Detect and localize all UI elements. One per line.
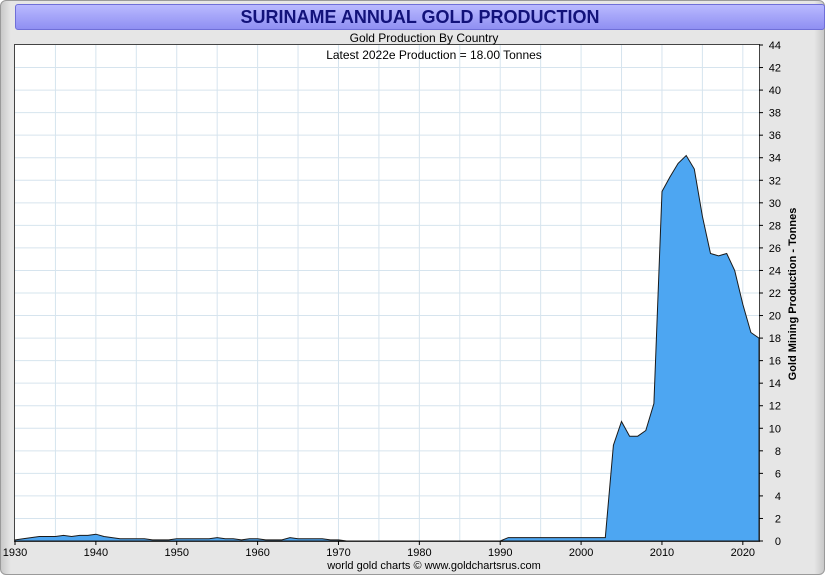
title-bar: SURINAME ANNUAL GOLD PRODUCTION: [15, 4, 825, 30]
chart-subtitle: Gold Production By Country: [350, 31, 499, 45]
x-tick-label: 2020: [731, 547, 755, 559]
y-tick-label: 40: [769, 85, 781, 97]
x-tick-label: 2000: [569, 547, 593, 559]
x-tick-label: 1960: [245, 547, 269, 559]
gridlines: [15, 45, 759, 541]
y-tick-label: 4: [775, 491, 781, 503]
y-tick-label: 12: [769, 401, 781, 413]
y-tick-label: 30: [769, 198, 781, 210]
x-tick-label: 1970: [326, 547, 350, 559]
y-tick-label: 16: [769, 356, 781, 368]
x-axis-ticks: 1930 1940 1950 1960 1970 1980 1990 2000 2010 2020: [3, 541, 755, 559]
y-tick-label: 24: [769, 265, 781, 277]
y-tick-label: 44: [769, 40, 781, 52]
y-tick-label: 42: [769, 63, 781, 75]
y-tick-label: 28: [769, 220, 781, 232]
y-tick-label: 34: [769, 153, 781, 165]
x-tick-label: 1990: [488, 547, 512, 559]
x-tick-label: 2010: [650, 547, 674, 559]
y-tick-label: 22: [769, 288, 781, 300]
y-tick-label: 32: [769, 175, 781, 187]
y-tick-label: 18: [769, 333, 781, 345]
y-tick-label: 8: [775, 446, 781, 458]
production-area: [14, 154, 760, 542]
y-tick-label: 26: [769, 243, 781, 255]
y-tick-label: 6: [775, 468, 781, 480]
x-tick-label: 1930: [3, 547, 27, 559]
latest-production-note: Latest 2022e Production = 18.00 Tonnes: [326, 48, 542, 62]
footer-credit: world gold charts © www.goldchartsrus.co…: [326, 560, 541, 572]
y-tick-label: 14: [769, 378, 781, 390]
chart-title: SURINAME ANNUAL GOLD PRODUCTION: [240, 7, 600, 27]
y-tick-label: 20: [769, 311, 781, 323]
y-tick-label: 0: [775, 536, 781, 548]
x-tick-label: 1980: [407, 547, 431, 559]
y-tick-label: 38: [769, 108, 781, 120]
y-tick-label: 36: [769, 130, 781, 142]
y-tick-label: 10: [769, 423, 781, 435]
x-tick-label: 1940: [84, 547, 108, 559]
y-axis-ticks: 0246810121416182022242628303234363840424…: [759, 40, 781, 548]
x-tick-label: 1950: [164, 547, 188, 559]
y-tick-label: 2: [775, 513, 781, 525]
y-axis-label: Gold Mining Production - Tonnes: [787, 208, 799, 381]
